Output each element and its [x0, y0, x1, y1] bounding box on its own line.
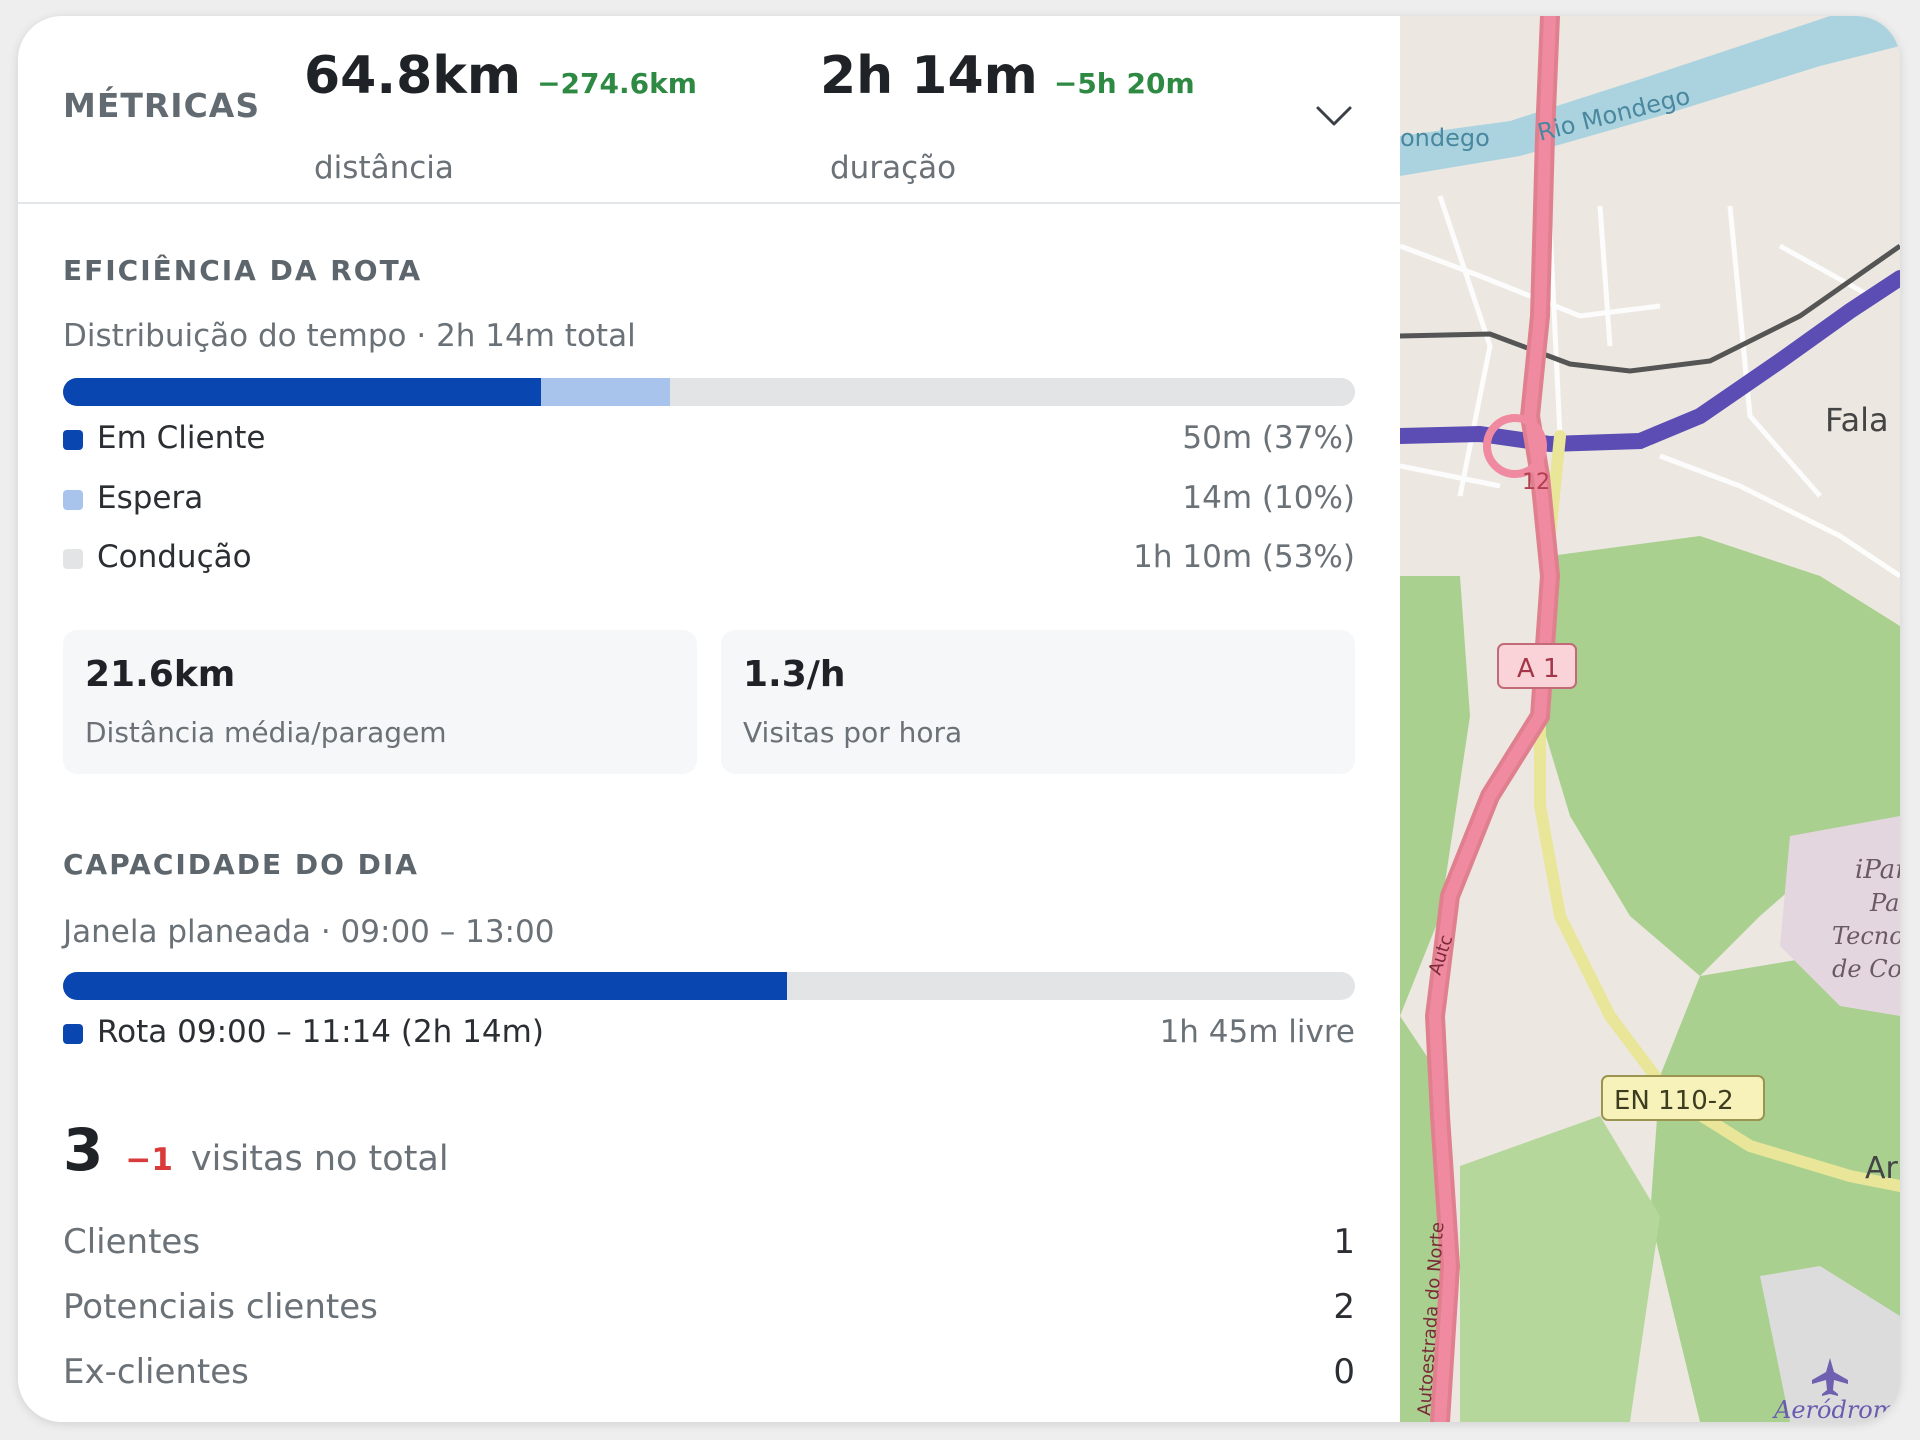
visit-row-name: Clientes [63, 1222, 201, 1262]
metrics-panel: MÉTRICAS 64.8km −274.6km distância 2h 14m… [18, 16, 1400, 1422]
distance-delta: −274.6km [537, 67, 697, 100]
legend-swatch-em-cliente [63, 430, 83, 450]
visit-row-clientes: Clientes 1 [63, 1222, 1355, 1266]
visits-total: 3 [63, 1116, 104, 1184]
chevron-down-icon[interactable] [1314, 96, 1354, 136]
map-label-iparq: iParq [1855, 855, 1900, 885]
legend-row-espera: Espera 14m (10%) [63, 480, 1355, 520]
map-interchange [1483, 414, 1547, 478]
map-label-de-coir: de Coir [1832, 955, 1900, 983]
duration-label: duração [830, 150, 957, 186]
segment-conducao [670, 378, 1355, 406]
legend-value: 50m (37%) [1182, 420, 1355, 456]
legend-row-em-cliente: Em Cliente 50m (37%) [63, 420, 1355, 460]
legend-value: 1h 10m (53%) [1133, 539, 1355, 575]
legend-value: 14m (10%) [1182, 480, 1355, 516]
legend-name: Em Cliente [97, 420, 266, 456]
duration-value: 2h 14m [820, 46, 1038, 106]
metrics-header[interactable]: MÉTRICAS 64.8km −274.6km distância 2h 14m… [18, 16, 1400, 204]
map-en-shield [1601, 1075, 1765, 1121]
capacity-legend-row: Rota 09:00 – 11:14 (2h 14m) 1h 45m livre [63, 1014, 1355, 1054]
visit-row-count: 0 [1333, 1352, 1355, 1392]
map-river [1400, 16, 1900, 176]
efficiency-subtitle: Distribuição do tempo · 2h 14m total [63, 318, 636, 354]
map-label-a1: A 1 [1517, 654, 1560, 684]
distance-value: 64.8km [304, 46, 522, 106]
stat-label: Visitas por hora [743, 716, 963, 749]
time-distribution-bar [63, 378, 1355, 406]
legend-name: Condução [97, 539, 252, 575]
segment-em-cliente [63, 378, 542, 406]
legend-name: Espera [97, 480, 204, 516]
capacity-bar-fill [63, 972, 787, 1000]
route-map[interactable]: ondego Rio Mondego Fala 12 A 1 EN 110-2 … [1400, 16, 1900, 1422]
map-forest [1460, 1116, 1660, 1422]
legend-row-conducao: Condução 1h 10m (53%) [63, 539, 1355, 579]
map-label-river-left: ondego [1400, 124, 1490, 152]
distance-label: distância [314, 150, 454, 186]
visits-label: visitas no total [190, 1139, 449, 1179]
map-tech-park [1780, 816, 1900, 1016]
map-label-aero: Aeródromo [1772, 1396, 1900, 1422]
map-canvas[interactable]: ondego Rio Mondego Fala 12 A 1 EN 110-2 … [1400, 16, 1900, 1422]
stat-label: Distância média/paragem [85, 716, 447, 749]
visit-row-potenciais: Potenciais clientes 2 [63, 1287, 1355, 1331]
visit-row-name: Potenciais clientes [63, 1287, 378, 1327]
capacity-free-label: 1h 45m livre [1159, 1014, 1355, 1050]
visit-row-count: 1 [1333, 1222, 1355, 1262]
stat-value: 1.3/h [743, 654, 846, 695]
visit-row-name: Ex-clientes [63, 1352, 249, 1392]
airplane-icon [1812, 1358, 1848, 1396]
map-label-en: EN 110-2 [1614, 1086, 1734, 1116]
visits-delta: −1 [125, 1142, 173, 1178]
map-forest [1400, 576, 1470, 1016]
legend-swatch-espera [63, 490, 83, 510]
map-label-road-12: 12 [1522, 470, 1550, 495]
capacity-swatch [63, 1024, 83, 1044]
map-label-ar: Ar [1865, 1151, 1899, 1186]
efficiency-title: EFICIÊNCIA DA ROTA [63, 254, 423, 287]
legend-swatch-conducao [63, 549, 83, 569]
capacity-bar [63, 972, 1355, 1000]
visits-summary: 3 −1 visitas no total [63, 1116, 449, 1196]
distance-metric: 64.8km −274.6km distância [304, 46, 697, 186]
metrics-title: MÉTRICAS [63, 86, 261, 125]
map-railway [1400, 243, 1900, 374]
capacity-route-label: Rota 09:00 – 11:14 (2h 14m) [97, 1014, 544, 1050]
stat-value: 21.6km [85, 654, 236, 695]
visit-row-count: 2 [1333, 1287, 1355, 1327]
capacity-title: CAPACIDADE DO DIA [63, 848, 419, 881]
map-label-parq: Parq [1869, 889, 1900, 917]
map-airport-area [1760, 1266, 1900, 1422]
duration-delta: −5h 20m [1053, 67, 1195, 100]
map-a1-shield [1497, 643, 1577, 689]
map-label-tecnolo: Tecnolo [1832, 922, 1900, 950]
capacity-subtitle: Janela planeada · 09:00 – 13:00 [63, 914, 555, 950]
stat-card-avg-distance: 21.6km Distância média/paragem [63, 630, 697, 774]
route-metrics-card: MÉTRICAS 64.8km −274.6km distância 2h 14m… [18, 16, 1900, 1422]
visit-row-ex-clientes: Ex-clientes 0 [63, 1352, 1355, 1396]
stat-card-visits-per-hour: 1.3/h Visitas por hora [721, 630, 1355, 774]
duration-metric: 2h 14m −5h 20m duração [820, 46, 1195, 186]
segment-espera [541, 378, 671, 406]
map-label-town: Fala [1825, 401, 1889, 439]
